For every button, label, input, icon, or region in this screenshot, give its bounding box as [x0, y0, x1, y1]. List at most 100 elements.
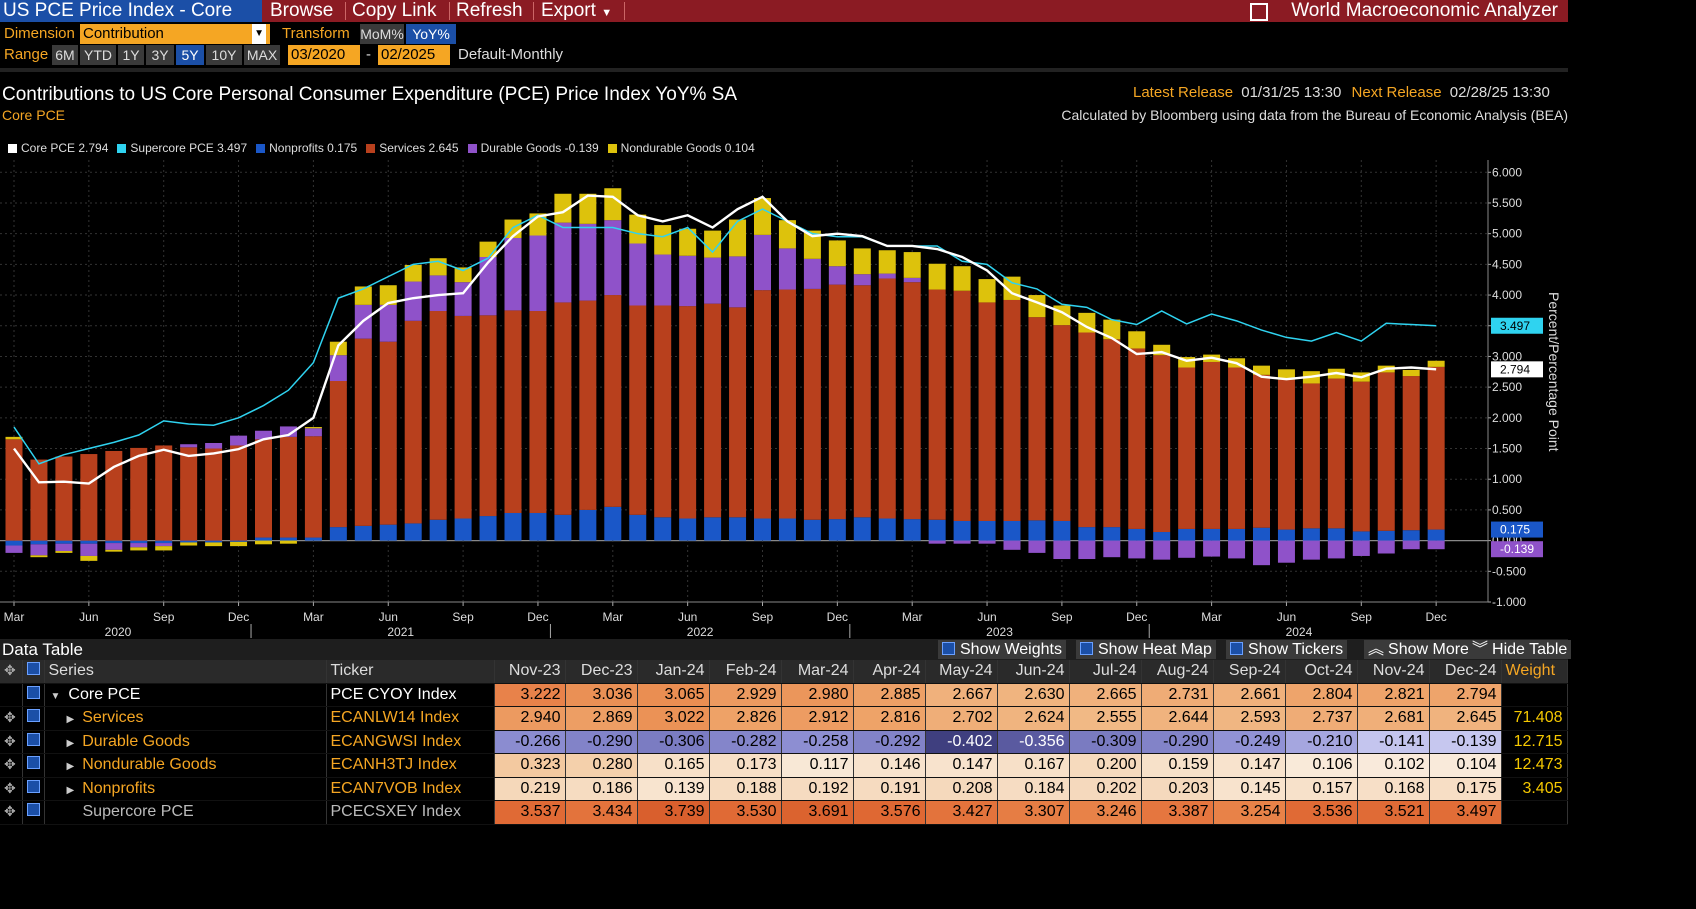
range-5y-button[interactable]: 5Y: [176, 45, 204, 65]
month-column-header[interactable]: Jul-24: [1069, 660, 1142, 684]
security-title[interactable]: US PCE Price Index - Core: [0, 0, 262, 22]
value-cell[interactable]: 0.146: [853, 753, 926, 778]
value-cell[interactable]: 2.826: [709, 706, 782, 731]
range-10y-button[interactable]: 10Y: [206, 45, 242, 65]
range-1y-button[interactable]: 1Y: [118, 45, 144, 65]
value-cell[interactable]: 3.387: [1141, 800, 1214, 825]
select-all-header[interactable]: [22, 660, 45, 684]
row-checkbox[interactable]: [22, 730, 45, 754]
value-cell[interactable]: 0.188: [709, 777, 782, 801]
month-column-header[interactable]: Apr-24: [853, 660, 926, 684]
ticker-cell[interactable]: ECANH3TJ Index: [326, 753, 495, 778]
value-cell[interactable]: 0.167: [997, 753, 1070, 778]
value-cell[interactable]: -0.258: [781, 730, 854, 754]
range-3y-button[interactable]: 3Y: [146, 45, 174, 65]
transform-yoy-button[interactable]: YoY%: [406, 24, 456, 44]
value-cell[interactable]: 3.530: [709, 800, 782, 825]
ticker-cell[interactable]: ECANLW14 Index: [326, 706, 495, 731]
start-date-field[interactable]: 03/2020: [288, 45, 360, 65]
copy-link-menu[interactable]: Copy Link: [352, 0, 437, 21]
value-cell[interactable]: -0.306: [637, 730, 710, 754]
value-cell[interactable]: 3.739: [637, 800, 710, 825]
value-cell[interactable]: 2.929: [709, 683, 782, 707]
series-name-cell[interactable]: ▶ Services: [44, 706, 327, 731]
value-cell[interactable]: -0.249: [1213, 730, 1286, 754]
value-cell[interactable]: 0.323: [494, 753, 566, 778]
value-cell[interactable]: 3.537: [494, 800, 566, 825]
value-cell[interactable]: 3.427: [925, 800, 998, 825]
value-cell[interactable]: 0.159: [1141, 753, 1214, 778]
table-row[interactable]: ✥ ▶ Nonprofits ECAN7VOB Index 0.219 0.186 0.13…: [0, 777, 1568, 801]
value-cell[interactable]: 2.665: [1069, 683, 1142, 707]
month-column-header[interactable]: May-24: [925, 660, 998, 684]
legend-item[interactable]: Services 2.645: [366, 141, 459, 155]
value-cell[interactable]: 0.173: [709, 753, 782, 778]
row-handle[interactable]: ✥: [0, 753, 23, 778]
month-column-header[interactable]: Oct-24: [1285, 660, 1358, 684]
table-row[interactable]: ✥ Supercore PCE PCECSXEY Index 3.537 3.434 3.…: [0, 800, 1568, 825]
month-column-header[interactable]: Feb-24: [709, 660, 782, 684]
value-cell[interactable]: -0.282: [709, 730, 782, 754]
legend-item[interactable]: Durable Goods -0.139: [467, 141, 599, 155]
month-column-header[interactable]: Jan-24: [637, 660, 710, 684]
value-cell[interactable]: 3.222: [494, 683, 566, 707]
row-checkbox[interactable]: [22, 706, 45, 731]
value-cell[interactable]: 0.175: [1429, 777, 1502, 801]
value-cell[interactable]: 2.794: [1429, 683, 1502, 707]
expand-triangle-icon[interactable]: ▶: [66, 761, 75, 773]
value-cell[interactable]: -0.356: [997, 730, 1070, 754]
value-cell[interactable]: 0.191: [853, 777, 926, 801]
value-cell[interactable]: -0.266: [494, 730, 566, 754]
ticker-cell[interactable]: PCE CYOY Index: [326, 683, 495, 707]
ticker-cell[interactable]: PCECSXEY Index: [326, 800, 495, 825]
dimension-select[interactable]: Contribution ▼: [80, 24, 270, 44]
value-cell[interactable]: 0.139: [637, 777, 710, 801]
series-name-cell[interactable]: ▶ Durable Goods: [44, 730, 327, 754]
value-cell[interactable]: 0.147: [925, 753, 998, 778]
show-heat-map-toggle[interactable]: Show Heat Map: [1076, 640, 1216, 659]
value-cell[interactable]: 2.644: [1141, 706, 1214, 731]
range-ytd-button[interactable]: YTD: [80, 45, 116, 65]
month-column-header[interactable]: Nov-24: [1357, 660, 1430, 684]
value-cell[interactable]: 3.307: [997, 800, 1070, 825]
value-cell[interactable]: -0.141: [1357, 730, 1430, 754]
value-cell[interactable]: 2.804: [1285, 683, 1358, 707]
value-cell[interactable]: 2.731: [1141, 683, 1214, 707]
value-cell[interactable]: 0.117: [781, 753, 854, 778]
month-column-header[interactable]: Nov-23: [494, 660, 566, 684]
value-cell[interactable]: 2.940: [494, 706, 566, 731]
month-column-header[interactable]: Dec-23: [565, 660, 638, 684]
month-column-header[interactable]: Dec-24: [1429, 660, 1502, 684]
row-checkbox[interactable]: [22, 800, 45, 825]
value-cell[interactable]: 2.702: [925, 706, 998, 731]
value-cell[interactable]: 2.593: [1213, 706, 1286, 731]
collapse-triangle-icon[interactable]: ▼: [50, 690, 61, 702]
value-cell[interactable]: 2.980: [781, 683, 854, 707]
value-cell[interactable]: -0.402: [925, 730, 998, 754]
month-column-header[interactable]: Jun-24: [997, 660, 1070, 684]
show-weights-toggle[interactable]: Show Weights: [938, 640, 1066, 659]
value-cell[interactable]: 2.821: [1357, 683, 1430, 707]
value-cell[interactable]: 2.555: [1069, 706, 1142, 731]
expand-triangle-icon[interactable]: ▶: [66, 737, 75, 749]
row-handle[interactable]: ✥: [0, 800, 23, 825]
row-handle[interactable]: [0, 683, 23, 707]
value-cell[interactable]: 0.186: [565, 777, 638, 801]
legend-item[interactable]: Nonprofits 0.175: [256, 141, 357, 155]
value-cell[interactable]: 3.691: [781, 800, 854, 825]
row-handle[interactable]: ✥: [0, 730, 23, 754]
value-cell[interactable]: 0.145: [1213, 777, 1286, 801]
value-cell[interactable]: 2.630: [997, 683, 1070, 707]
refresh-menu[interactable]: Refresh: [456, 0, 523, 21]
legend-item[interactable]: Nondurable Goods 0.104: [607, 141, 755, 155]
value-cell[interactable]: 0.202: [1069, 777, 1142, 801]
value-cell[interactable]: 0.219: [494, 777, 566, 801]
value-cell[interactable]: 0.203: [1141, 777, 1214, 801]
value-cell[interactable]: 0.165: [637, 753, 710, 778]
value-cell[interactable]: 0.208: [925, 777, 998, 801]
value-cell[interactable]: 0.184: [997, 777, 1070, 801]
value-cell[interactable]: 3.576: [853, 800, 926, 825]
ticker-column-header[interactable]: Ticker: [326, 660, 495, 684]
external-link-icon[interactable]: [1250, 3, 1268, 21]
expand-triangle-icon[interactable]: ▶: [66, 784, 75, 796]
